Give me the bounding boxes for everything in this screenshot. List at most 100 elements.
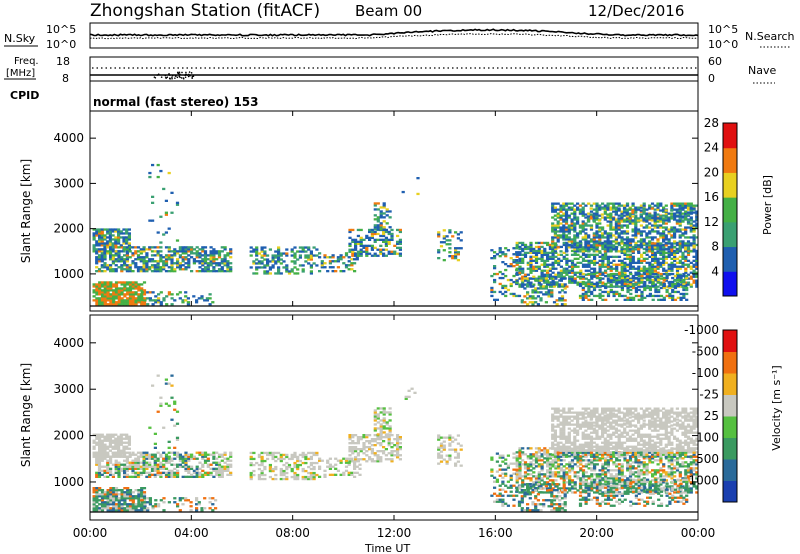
echo-cell	[203, 473, 208, 476]
echo-cell	[268, 463, 272, 467]
echo-cell	[209, 467, 213, 470]
echo-cell	[212, 266, 216, 269]
echo-cell	[459, 448, 463, 451]
echo-cell	[495, 478, 499, 481]
echo-cell	[279, 457, 283, 461]
echo-cell	[257, 473, 261, 477]
echo-cell	[195, 473, 199, 476]
echo-cell	[131, 299, 135, 302]
echo-cell	[695, 219, 699, 222]
echo-cell	[679, 298, 683, 301]
echo-cell	[117, 453, 121, 456]
echo-cell	[562, 267, 566, 270]
echo-cell	[396, 452, 400, 455]
echo-cell	[601, 216, 605, 219]
echo-cell	[612, 226, 616, 229]
echo-cell	[137, 497, 141, 500]
echo-cell	[437, 233, 441, 236]
echo-cell	[448, 436, 452, 439]
echo-cell	[373, 411, 377, 414]
echo-cell	[625, 215, 629, 218]
echo-cell	[617, 220, 621, 223]
echo-cell	[625, 238, 630, 241]
echo-cell	[675, 242, 679, 245]
echo-cell	[164, 475, 169, 478]
echo-cell	[293, 252, 297, 255]
echo-cell	[97, 459, 102, 462]
echo-cell	[550, 295, 554, 298]
cpid-text: normal (fast stereo) 153	[93, 95, 259, 109]
echo-cell	[220, 262, 224, 265]
echo-cell	[631, 238, 635, 241]
echo-cell	[100, 433, 104, 436]
echo-cell	[448, 239, 452, 242]
echo-cell	[614, 232, 618, 235]
echo-cell	[167, 451, 171, 454]
echo-cell	[570, 238, 574, 241]
echo-cell	[396, 234, 400, 238]
echo-cell	[167, 461, 171, 464]
echo-cell	[388, 431, 392, 434]
echo-cell	[601, 265, 605, 268]
echo-cell	[108, 232, 112, 235]
echo-cell	[112, 493, 116, 496]
echo-cell	[512, 484, 516, 487]
echo-cell	[518, 283, 522, 286]
echo-cell	[220, 260, 224, 263]
echo-cell	[131, 501, 135, 504]
echo-cell	[151, 201, 155, 204]
echo-cell	[137, 501, 141, 504]
echo-cell	[623, 278, 627, 282]
echo-cell	[595, 284, 599, 288]
echo-cell	[100, 473, 104, 476]
echo-cell	[695, 253, 699, 256]
nave-point	[153, 76, 156, 78]
echo-cell	[309, 256, 313, 259]
echo-cell	[103, 469, 107, 472]
echo-cell	[106, 507, 110, 510]
echo-cell	[274, 451, 278, 455]
echo-cell	[103, 228, 107, 231]
echo-cell	[125, 236, 129, 239]
echo-cell	[201, 451, 205, 454]
echo-cell	[504, 286, 508, 290]
echo-cell	[263, 465, 267, 469]
echo-cell	[554, 277, 558, 280]
echo-cell	[97, 453, 102, 456]
echo-cell	[125, 248, 129, 251]
echo-cell	[642, 257, 646, 260]
echo-cell	[589, 224, 594, 227]
echo-cell	[108, 238, 112, 241]
echo-cell	[445, 462, 449, 465]
echo-cell	[584, 269, 588, 272]
echo-cell	[520, 301, 524, 304]
echo-cell	[532, 247, 536, 251]
echo-cell	[643, 280, 647, 284]
echo-cell	[521, 261, 525, 264]
echo-cell	[373, 204, 377, 207]
echo-cell	[109, 467, 113, 470]
echo-cell	[668, 292, 672, 296]
echo-cell	[606, 224, 610, 227]
echo-cell	[662, 281, 666, 284]
echo-cell	[620, 240, 624, 243]
echo-cell	[103, 301, 107, 304]
echo-cell	[293, 475, 297, 479]
echo-cell	[162, 509, 166, 512]
nave-point	[169, 77, 171, 79]
echo-cell	[592, 274, 597, 278]
echo-cell	[128, 246, 132, 249]
echo-cell	[515, 479, 519, 482]
echo-cell	[304, 260, 308, 263]
echo-cell	[123, 285, 127, 288]
echo-cell	[127, 447, 131, 450]
echo-cell	[181, 260, 185, 263]
echo-cell	[95, 285, 99, 288]
echo-cell	[564, 222, 569, 225]
echo-cell	[114, 469, 118, 472]
echo-cell	[114, 455, 118, 458]
echo-cell	[131, 246, 135, 249]
echo-cell	[604, 251, 608, 254]
echo-cell	[544, 291, 548, 294]
echo-cell	[612, 202, 616, 205]
